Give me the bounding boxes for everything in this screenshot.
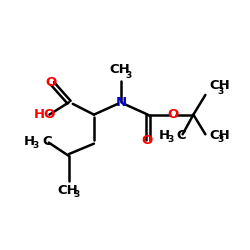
Text: 3: 3 <box>217 88 224 96</box>
Text: C: C <box>42 135 52 148</box>
Text: O: O <box>167 108 178 121</box>
Text: HO: HO <box>34 108 56 121</box>
Text: N: N <box>115 96 126 109</box>
Text: CH: CH <box>209 129 230 142</box>
Text: 3: 3 <box>125 71 131 80</box>
Text: H: H <box>24 135 35 148</box>
Text: 3: 3 <box>217 136 224 144</box>
Text: 3: 3 <box>73 190 80 199</box>
Text: C: C <box>177 129 186 142</box>
Text: 3: 3 <box>33 141 39 150</box>
Text: CH: CH <box>209 79 230 92</box>
Text: O: O <box>46 76 57 89</box>
Text: CH: CH <box>58 184 78 197</box>
Text: CH: CH <box>110 63 130 76</box>
Text: O: O <box>141 134 152 147</box>
Text: H: H <box>158 129 170 142</box>
Text: 3: 3 <box>168 136 174 144</box>
